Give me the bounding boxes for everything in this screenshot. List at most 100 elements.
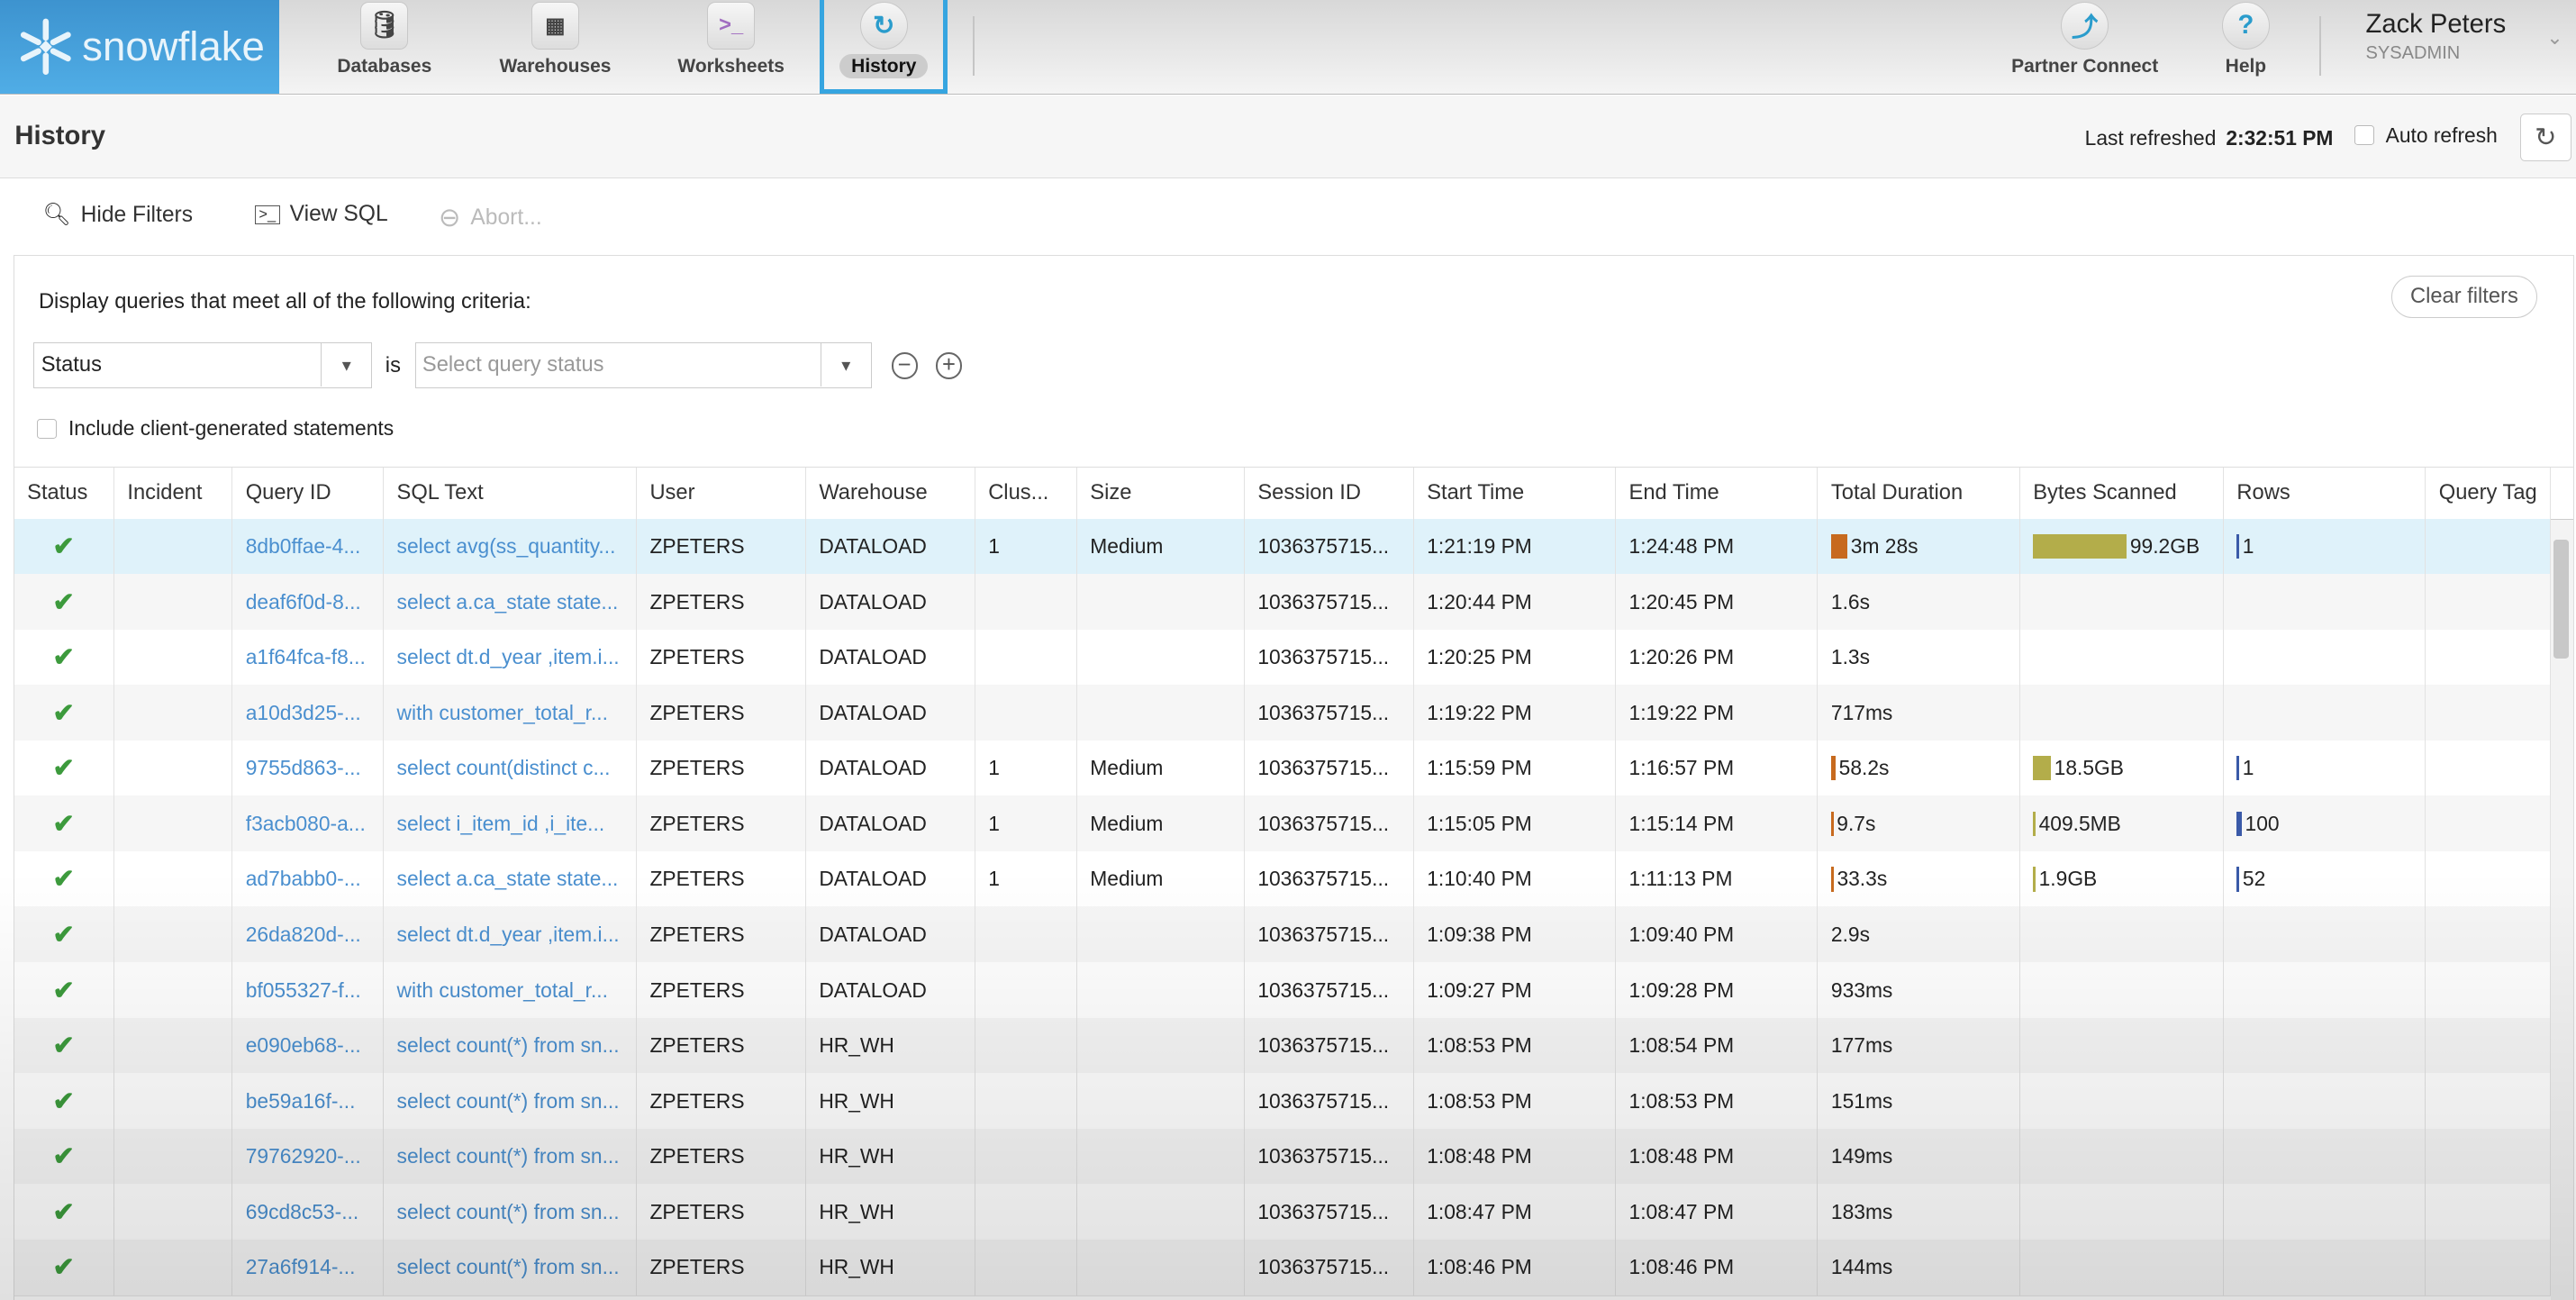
cell-end-time: 1:08:48 PM — [1616, 1128, 1819, 1185]
table-row[interactable]: ✔ f3acb080-a... select i_item_id ,i_ite...… — [14, 795, 2551, 853]
table-row[interactable]: ✔ 79762920-... select count(*) from sn... Z… — [14, 1128, 2551, 1186]
column-header-status[interactable]: Status — [14, 468, 114, 519]
filter-field-select[interactable]: Status ▾ — [33, 342, 373, 389]
table-row[interactable]: ✔ 69cd8c53-... select count(*) from sn... Z… — [14, 1184, 2551, 1241]
nav-worksheets[interactable]: >_ Worksheets — [649, 0, 812, 94]
column-header-cluster[interactable]: Clus... — [975, 468, 1077, 519]
auto-refresh-checkbox[interactable] — [2354, 125, 2374, 146]
remove-filter-icon[interactable]: − — [891, 352, 918, 379]
column-header-incident[interactable]: Incident — [114, 468, 233, 519]
cell-size — [1077, 1184, 1245, 1241]
column-header-size[interactable]: Size — [1077, 468, 1245, 519]
view-sql-label: View SQL — [289, 202, 388, 227]
cell-query-id[interactable]: 9755d863-... — [232, 740, 384, 796]
success-check-icon: ✔ — [52, 1197, 75, 1227]
cell-warehouse: DATALOAD — [806, 962, 975, 1019]
cell-sql-text[interactable]: select count(*) from sn... — [384, 1184, 637, 1241]
cell-bytes-scanned — [2020, 1128, 2224, 1185]
cell-query-id[interactable]: a10d3d25-... — [232, 685, 384, 741]
column-header-warehouse[interactable]: Warehouse — [806, 468, 975, 519]
cell-session-id: 1036375715... — [1245, 962, 1414, 1019]
table-row[interactable]: ✔ e090eb68-... select count(*) from sn... Z… — [14, 1017, 2551, 1075]
table-header: Status Incident Query ID SQL Text User Wareho… — [14, 468, 2574, 520]
start-time-text: 1:09:27 PM — [1427, 977, 1532, 1002]
cell-sql-text[interactable]: select dt.d_year ,item.i... — [384, 906, 637, 963]
hide-filters-button[interactable]: 🔍︎ Hide Filters — [42, 202, 193, 228]
cell-sql-text[interactable]: select a.ca_state state... — [384, 850, 637, 907]
cell-total-duration: 177ms — [1818, 1017, 2020, 1074]
value-bar — [2033, 533, 2127, 559]
cell-cluster — [975, 1128, 1077, 1185]
cell-query-id[interactable]: 8db0ffae-4... — [232, 518, 384, 575]
cell-sql-text[interactable]: select count(*) from sn... — [384, 1128, 637, 1185]
table-row[interactable]: ✔ ad7babb0-... select a.ca_state state... Z… — [14, 850, 2551, 908]
table-row[interactable]: ✔ a1f64fca-f8... select dt.d_year ,item.i.… — [14, 629, 2551, 686]
cell-sql-text[interactable]: with customer_total_r... — [384, 685, 637, 741]
nav-help[interactable]: ? Help — [2163, 0, 2327, 94]
cell-sql-text[interactable]: select dt.d_year ,item.i... — [384, 629, 637, 686]
table-row[interactable]: ✔ 8db0ffae-4... select avg(ss_quantity... Z… — [14, 518, 2551, 576]
cell-query-id[interactable]: deaf6f0d-8... — [232, 574, 384, 631]
query-history-table: Status Incident Query ID SQL Text User Wareho… — [13, 467, 2575, 1300]
column-header-sql-text[interactable]: SQL Text — [384, 468, 637, 519]
user-menu[interactable]: Zack Peters SYSADMIN — [2366, 10, 2507, 64]
table-row[interactable]: ✔ 9755d863-... select count(distinct c... Z… — [14, 740, 2551, 797]
nav-partner-connect[interactable]: ⤴ Partner Connect — [2002, 0, 2166, 94]
cell-query-id[interactable]: a1f64fca-f8... — [232, 629, 384, 686]
add-filter-icon[interactable]: + — [935, 352, 962, 379]
column-header-session-id[interactable]: Session ID — [1245, 468, 1414, 519]
table-row[interactable]: ✔ be59a16f-... select count(*) from sn... Z… — [14, 1073, 2551, 1131]
column-header-user[interactable]: User — [637, 468, 806, 519]
cell-sql-text[interactable]: select i_item_id ,i_ite... — [384, 795, 637, 852]
cell-sql-text[interactable]: select count(*) from sn... — [384, 1017, 637, 1074]
cell-sql-text[interactable]: select count(*) from sn... — [384, 1239, 637, 1295]
nav-label: History — [839, 54, 929, 78]
chevron-down-icon[interactable]: ⌄ — [2546, 26, 2563, 50]
cell-query-id[interactable]: 69cd8c53-... — [232, 1184, 384, 1241]
cell-query-id[interactable]: f3acb080-a... — [232, 795, 384, 852]
table-row[interactable]: ✔ deaf6f0d-8... select a.ca_state state...… — [14, 574, 2551, 632]
table-row[interactable]: ✔ a10d3d25-... with customer_total_r... ZPE… — [14, 685, 2551, 742]
cell-query-id[interactable]: 27a6f914-... — [232, 1239, 384, 1295]
scrollbar[interactable] — [2550, 520, 2574, 1300]
cell-start-time: 1:20:25 PM — [1414, 629, 1616, 686]
nav-databases[interactable]: 🛢 Databases — [303, 0, 467, 94]
cell-query-id[interactable]: ad7babb0-... — [232, 850, 384, 907]
column-header-end-time[interactable]: End Time — [1616, 468, 1819, 519]
view-sql-button[interactable]: >_ View SQL — [254, 202, 388, 227]
abort-button[interactable]: ⊖ Abort... — [439, 202, 542, 233]
cell-sql-text[interactable]: select avg(ss_quantity... — [384, 518, 637, 575]
cell-rows — [2224, 962, 2426, 1019]
auto-refresh-toggle[interactable]: Auto refresh — [2354, 123, 2498, 148]
column-header-total-duration[interactable]: Total Duration — [1818, 468, 2020, 519]
nav-warehouses[interactable]: ▦ Warehouses — [473, 0, 637, 94]
sql-text-text: select avg(ss_quantity... — [396, 534, 616, 559]
cell-sql-text[interactable]: with customer_total_r... — [384, 962, 637, 1019]
cell-sql-text[interactable]: select count(*) from sn... — [384, 1073, 637, 1130]
table-row[interactable]: ✔ bf055327-f... with customer_total_r... ZP… — [14, 962, 2551, 1020]
column-header-query-tag[interactable]: Query Tag — [2426, 468, 2551, 519]
include-client-checkbox[interactable] — [37, 418, 58, 439]
warehouse-text: HR_WH — [819, 1088, 894, 1113]
include-client-statements[interactable]: Include client-generated statements — [37, 416, 394, 441]
cell-query-id[interactable]: e090eb68-... — [232, 1017, 384, 1074]
table-row[interactable]: ✔ 26da820d-... select dt.d_year ,item.i...… — [14, 906, 2551, 964]
cell-query-id[interactable]: be59a16f-... — [232, 1073, 384, 1130]
refresh-button[interactable]: ↻ — [2520, 113, 2571, 161]
table-row[interactable]: ✔ 27a6f914-... select count(*) from sn... Z… — [14, 1239, 2551, 1296]
column-header-start-time[interactable]: Start Time — [1414, 468, 1616, 519]
cell-query-id[interactable]: bf055327-f... — [232, 962, 384, 1019]
page-title: History — [14, 121, 105, 150]
cell-query-id[interactable]: 26da820d-... — [232, 906, 384, 963]
nav-history[interactable]: ↻ History — [820, 0, 948, 94]
scrollbar-thumb[interactable] — [2553, 540, 2569, 659]
cell-sql-text[interactable]: select a.ca_state state... — [384, 574, 637, 631]
cell-query-id[interactable]: 79762920-... — [232, 1128, 384, 1185]
column-header-bytes-scanned[interactable]: Bytes Scanned — [2020, 468, 2224, 519]
column-header-rows[interactable]: Rows — [2224, 468, 2426, 519]
clear-filters-button[interactable]: Clear filters — [2390, 275, 2537, 318]
filter-value-select[interactable]: Select query status ▾ — [414, 342, 872, 389]
column-header-query-id[interactable]: Query ID — [232, 468, 384, 519]
snowflake-logo[interactable]: snowflake — [0, 0, 280, 94]
cell-sql-text[interactable]: select count(distinct c... — [384, 740, 637, 796]
